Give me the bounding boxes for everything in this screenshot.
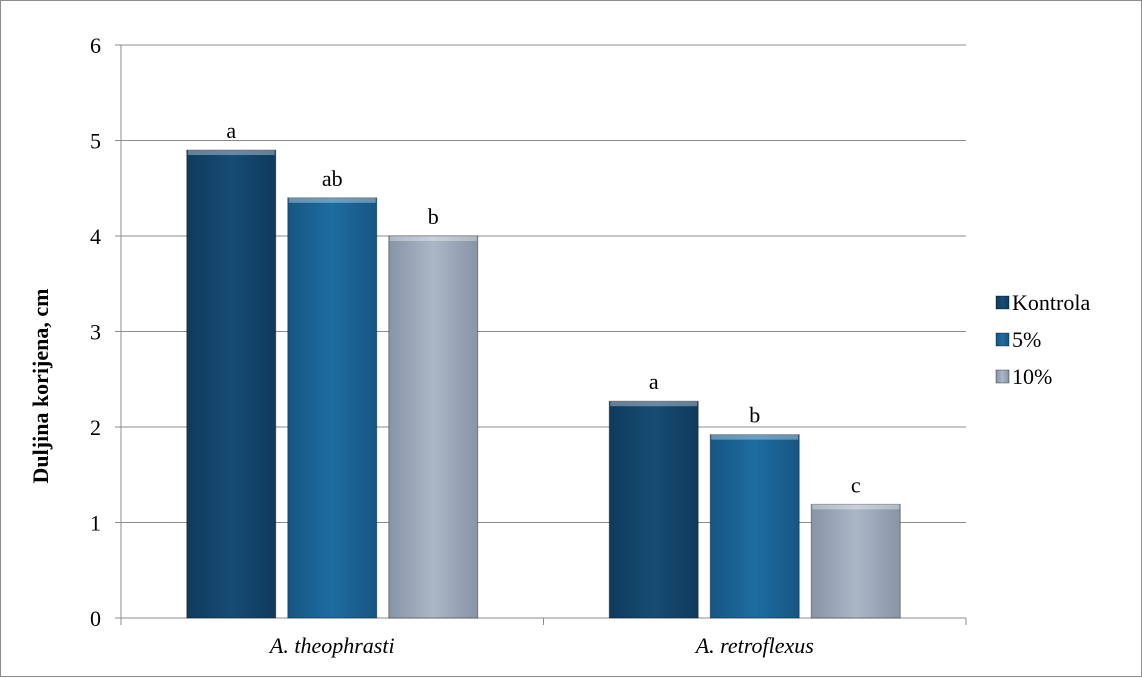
bar-data-label: ab <box>322 166 343 191</box>
legend-label: 10% <box>1012 364 1052 389</box>
bar-data-label: b <box>749 403 760 428</box>
bar-highlight <box>389 236 477 241</box>
legend-swatch <box>995 295 1010 310</box>
legend-swatch <box>995 332 1010 347</box>
x-category-label: A. theophrasti <box>268 633 395 658</box>
legend-label: Kontrola <box>1012 290 1090 315</box>
y-tick-label: 5 <box>90 129 101 154</box>
legend-swatch <box>995 369 1010 384</box>
bar-data-label: c <box>851 472 861 497</box>
bar-data-label: b <box>428 204 439 229</box>
legend: Kontrola 5% 10% <box>995 290 1090 389</box>
bar-data-label: a <box>226 118 236 143</box>
bar <box>810 503 901 619</box>
y-tick-label: 4 <box>90 224 101 249</box>
x-category-label: A. retroflexus <box>694 633 814 658</box>
y-tick-label: 0 <box>90 606 101 631</box>
y-axis-title: Duljina korijena, cm <box>28 289 53 484</box>
bar <box>388 235 479 619</box>
legend-label: 5% <box>1012 327 1041 352</box>
y-tick-label: 2 <box>90 415 101 440</box>
bar-highlight <box>187 150 275 156</box>
y-tick-label: 1 <box>90 511 101 536</box>
bar <box>709 434 800 619</box>
bar-highlight <box>812 504 900 510</box>
bars <box>186 149 901 619</box>
y-tick-label: 3 <box>90 320 101 345</box>
bar <box>186 149 277 619</box>
bar-highlight <box>288 197 376 203</box>
bar-highlight <box>610 401 698 407</box>
bar <box>287 197 378 619</box>
bar-data-label: a <box>649 369 659 394</box>
bar <box>608 400 699 619</box>
bar-highlight <box>711 434 799 440</box>
y-tick-label: 6 <box>90 33 101 58</box>
